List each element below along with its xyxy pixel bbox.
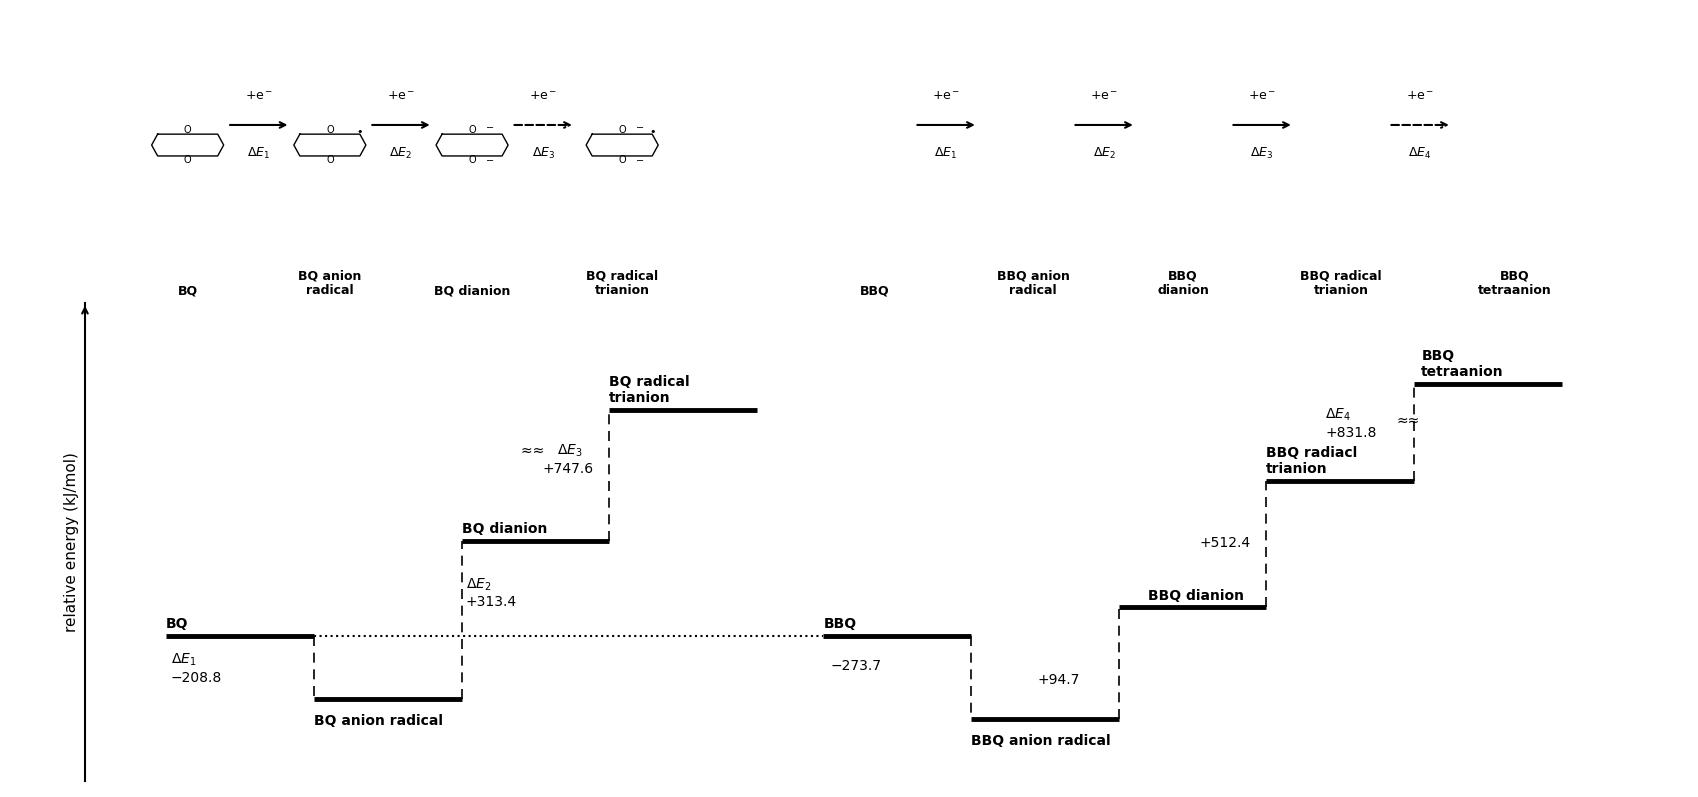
Text: ≈≈: ≈≈ bbox=[1396, 414, 1418, 428]
Text: $\Delta E_2$: $\Delta E_2$ bbox=[389, 146, 413, 161]
Text: −: − bbox=[635, 156, 644, 167]
Text: −: − bbox=[486, 123, 494, 132]
Text: BQ anion radical: BQ anion radical bbox=[314, 714, 443, 728]
Text: $\Delta E_3$: $\Delta E_3$ bbox=[557, 443, 582, 459]
Text: +e$^-$: +e$^-$ bbox=[1406, 90, 1433, 103]
Text: O: O bbox=[618, 155, 625, 165]
Text: +512.4: +512.4 bbox=[1199, 536, 1250, 551]
Text: +e$^-$: +e$^-$ bbox=[1090, 90, 1117, 103]
Text: O: O bbox=[326, 155, 333, 165]
Text: −: − bbox=[635, 123, 644, 132]
Text: BQ: BQ bbox=[166, 617, 188, 631]
Text: BQ dianion: BQ dianion bbox=[462, 522, 547, 536]
Text: $\Delta E_1$: $\Delta E_1$ bbox=[246, 146, 270, 161]
Text: BBQ anion
radical: BBQ anion radical bbox=[997, 269, 1068, 297]
Text: BQ radical
trianion: BQ radical trianion bbox=[586, 269, 657, 297]
Text: BQ dianion: BQ dianion bbox=[433, 284, 509, 297]
Text: BQ anion
radical: BQ anion radical bbox=[297, 269, 362, 297]
Text: •: • bbox=[649, 127, 655, 137]
Text: +e$^-$: +e$^-$ bbox=[1248, 90, 1275, 103]
Text: O: O bbox=[618, 125, 625, 135]
Text: +e$^-$: +e$^-$ bbox=[245, 90, 273, 103]
Text: BBQ anion radical: BBQ anion radical bbox=[970, 734, 1110, 748]
Text: BBQ: BBQ bbox=[859, 284, 890, 297]
Text: BBQ
tetraanion: BBQ tetraanion bbox=[1477, 269, 1550, 297]
Y-axis label: relative energy (kJ/mol): relative energy (kJ/mol) bbox=[65, 452, 80, 632]
Text: BQ: BQ bbox=[178, 284, 197, 297]
Text: −273.7: −273.7 bbox=[830, 659, 881, 673]
Text: +e$^-$: +e$^-$ bbox=[528, 90, 557, 103]
Text: BBQ
tetraanion: BBQ tetraanion bbox=[1421, 349, 1503, 379]
Text: $\Delta E_3$: $\Delta E_3$ bbox=[1250, 146, 1274, 161]
Text: +e$^-$: +e$^-$ bbox=[932, 90, 959, 103]
Text: O: O bbox=[183, 155, 192, 165]
Text: +831.8: +831.8 bbox=[1324, 426, 1375, 440]
Text: O: O bbox=[183, 125, 192, 135]
Text: $\Delta E_2$: $\Delta E_2$ bbox=[465, 576, 491, 592]
Text: BBQ radiacl
trianion: BBQ radiacl trianion bbox=[1265, 446, 1357, 476]
Text: +313.4: +313.4 bbox=[465, 595, 516, 610]
Text: BBQ radical
trianion: BBQ radical trianion bbox=[1299, 269, 1380, 297]
Text: $\Delta E_1$: $\Delta E_1$ bbox=[934, 146, 958, 161]
Text: O: O bbox=[469, 125, 475, 135]
Text: •: • bbox=[357, 127, 363, 137]
Text: BBQ
dianion: BBQ dianion bbox=[1156, 269, 1209, 297]
Text: $\Delta E_2$: $\Delta E_2$ bbox=[1092, 146, 1116, 161]
Text: BBQ: BBQ bbox=[824, 617, 856, 631]
Text: −208.8: −208.8 bbox=[170, 671, 222, 685]
Text: +94.7: +94.7 bbox=[1037, 673, 1080, 687]
Text: −: − bbox=[486, 156, 494, 167]
Text: ≈≈: ≈≈ bbox=[520, 444, 548, 458]
Text: O: O bbox=[469, 155, 475, 165]
Text: BBQ dianion: BBQ dianion bbox=[1148, 588, 1243, 603]
Text: +747.6: +747.6 bbox=[542, 462, 594, 477]
Text: +e$^-$: +e$^-$ bbox=[387, 90, 414, 103]
Text: $\Delta E_4$: $\Delta E_4$ bbox=[1324, 406, 1350, 423]
Text: $\Delta E_1$: $\Delta E_1$ bbox=[170, 652, 195, 668]
Text: O: O bbox=[326, 125, 333, 135]
Text: $\Delta E_4$: $\Delta E_4$ bbox=[1408, 146, 1431, 161]
Text: BQ radical
trianion: BQ radical trianion bbox=[610, 375, 689, 405]
Text: $\Delta E_3$: $\Delta E_3$ bbox=[531, 146, 555, 161]
